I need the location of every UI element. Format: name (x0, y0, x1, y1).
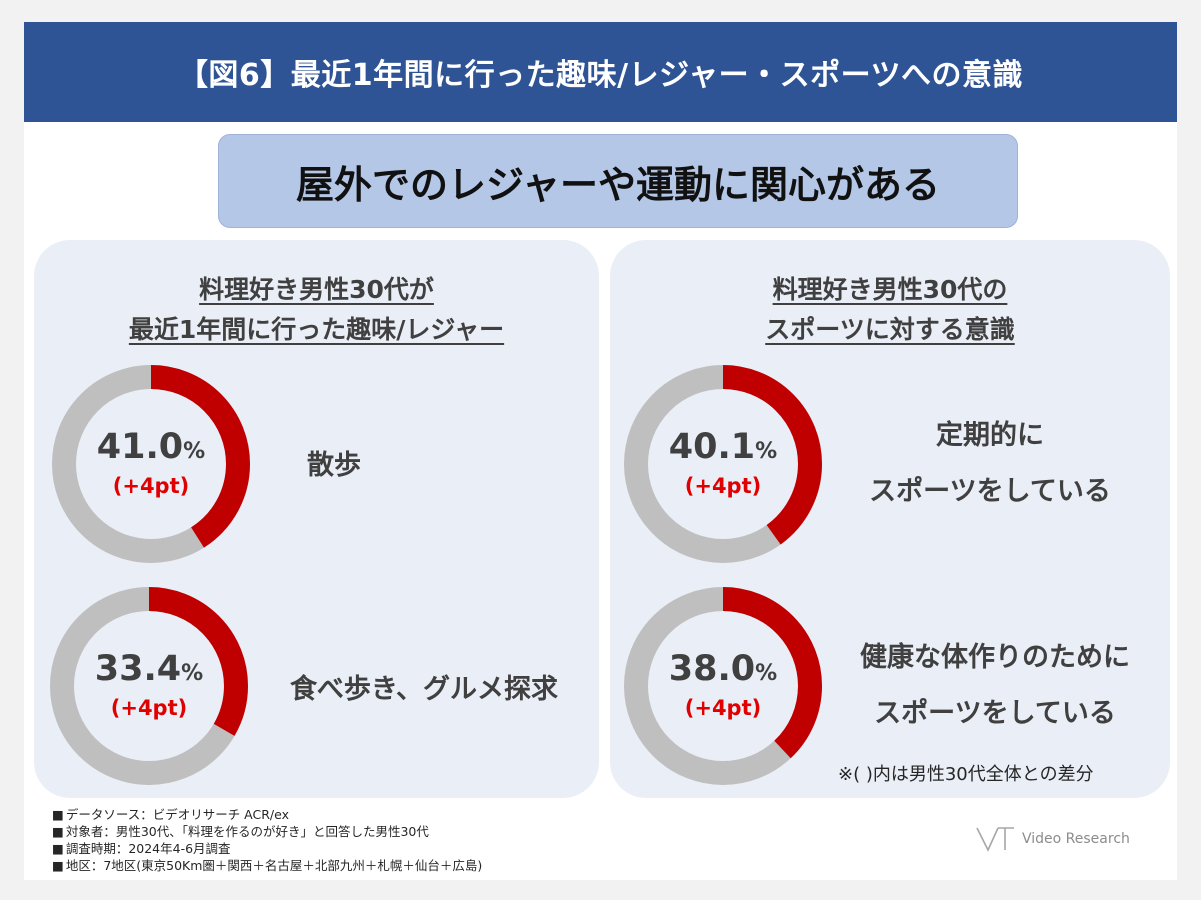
donut-center-label: 33.4% (+4pt) (49, 586, 249, 786)
panel-title-line-1: 料理好き男性30代が (199, 275, 434, 304)
panel-sports: 料理好き男性30代の スポーツに対する意識 40.1% (+4pt) 定期的に … (610, 240, 1170, 798)
period-line: 調査時期：2024年4-6月調査 (52, 840, 482, 857)
item-label-regular-sports: 定期的に スポーツをしている (835, 408, 1145, 520)
donut-chart-gourmet: 33.4% (+4pt) (49, 586, 249, 786)
subtitle-banner: 屋外でのレジャーや運動に関心がある (218, 134, 1018, 228)
percent-number: 38.0 (668, 649, 756, 689)
slide: 【図6】最近1年間に行った趣味/レジャー・スポーツへの意識 屋外でのレジャーや運… (24, 22, 1177, 880)
donut-value-arc (52, 365, 250, 563)
donut-chart-health-sports: 38.0% (+4pt) (623, 586, 823, 786)
percent-number: 41.0 (96, 427, 184, 467)
panel-title-sports: 料理好き男性30代の スポーツに対する意識 (610, 270, 1170, 350)
item-label-line: スポーツをしている (874, 698, 1116, 729)
item-label-walking: 散歩 (274, 438, 394, 494)
item-label-health-sports: 健康な体作りのために スポーツをしている (835, 630, 1155, 742)
percent-sign: % (183, 439, 206, 464)
logo-mark-icon (976, 827, 1014, 852)
donut-value-arc (624, 587, 822, 785)
item-label-line: 散歩 (307, 450, 361, 481)
region-line: 地区：7地区(東京50Km圏＋関西＋名古屋＋北部九州＋札幌＋仙台＋広島) (52, 857, 483, 874)
diff-value: (+4pt) (110, 696, 188, 720)
item-label-line: 健康な体作りのために (860, 642, 1130, 673)
percent-number: 33.4 (94, 649, 182, 689)
item-label-line: スポーツをしている (869, 476, 1111, 507)
donut-svg (52, 365, 250, 563)
donut-center-label: 38.0% (+4pt) (623, 586, 823, 786)
percent-value: 40.1% (669, 428, 777, 472)
donut-value-arc (624, 365, 822, 563)
source-line: データソース：ビデオリサーチ ACR/ex (52, 806, 482, 823)
item-label-line: 食べ歩き、グルメ探求 (289, 674, 559, 705)
panel-title-line-1: 料理好き男性30代の (772, 275, 1008, 304)
percent-number: 40.1 (668, 427, 756, 467)
footnote-diff: ※( )内は男性30代全体との差分 (838, 764, 1094, 785)
donut-chart-regular-sports: 40.1% (+4pt) (623, 364, 823, 564)
data-source-notes: データソース：ビデオリサーチ ACR/ex 対象者：男性30代、「料理を作るのが… (52, 806, 483, 874)
item-label-gourmet: 食べ歩き、グルメ探求 (264, 662, 584, 718)
page-title: 【図6】最近1年間に行った趣味/レジャー・スポーツへの意識 (24, 22, 1177, 122)
donut-chart-walking: 41.0% (+4pt) (51, 364, 251, 564)
percent-value: 41.0% (97, 428, 205, 472)
donut-svg (624, 587, 822, 785)
percent-sign: % (181, 661, 204, 686)
donut-center-label: 41.0% (+4pt) (51, 364, 251, 564)
diff-value: (+4pt) (112, 474, 190, 498)
logo-text: Video Research (1022, 831, 1130, 847)
target-line: 対象者：男性30代、「料理を作るのが好き」と回答した男性30代 (52, 823, 482, 840)
panel-title-line-2: 最近1年間に行った趣味/レジャー (128, 315, 505, 344)
donut-value-arc (50, 587, 248, 785)
donut-svg (624, 365, 822, 563)
panel-title-leisure: 料理好き男性30代が 最近1年間に行った趣味/レジャー (34, 270, 599, 350)
company-logo: Video Research (976, 826, 1130, 852)
donut-svg (50, 587, 248, 785)
item-label-line: 定期的に (936, 420, 1044, 451)
diff-value: (+4pt) (684, 474, 762, 498)
percent-sign: % (755, 661, 778, 686)
panel-leisure: 料理好き男性30代が 最近1年間に行った趣味/レジャー 41.0% (+4pt)… (34, 240, 599, 798)
panel-title-line-2: スポーツに対する意識 (765, 315, 1015, 344)
percent-value: 33.4% (95, 650, 203, 694)
diff-value: (+4pt) (684, 696, 762, 720)
donut-center-label: 40.1% (+4pt) (623, 364, 823, 564)
percent-sign: % (755, 439, 778, 464)
percent-value: 38.0% (669, 650, 777, 694)
